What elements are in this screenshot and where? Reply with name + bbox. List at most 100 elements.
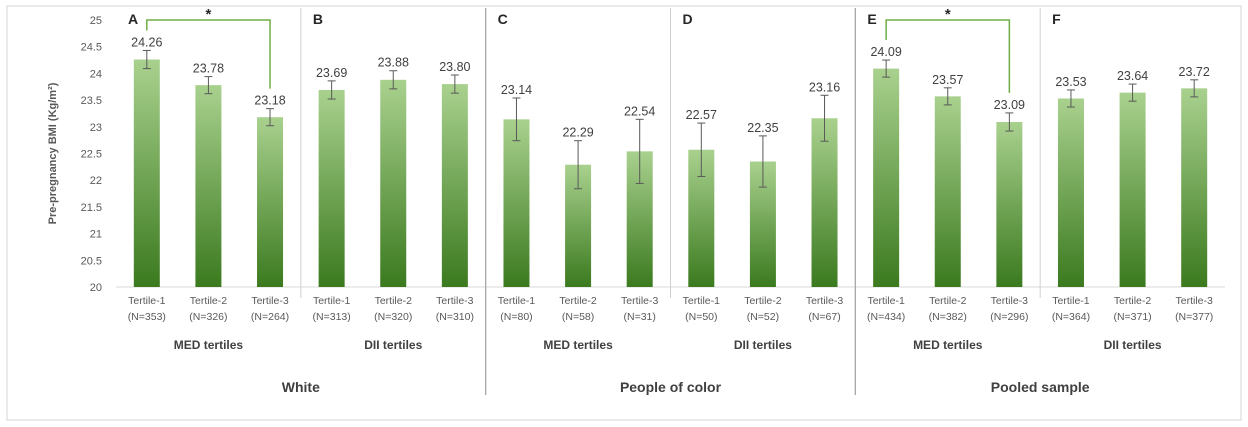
x-tick-count: (N=371) (1113, 311, 1151, 323)
data-label: 23.80 (439, 60, 470, 74)
panel-letter: C (498, 11, 508, 27)
x-tick-label: Tertile-3 (251, 295, 289, 307)
data-label: 23.78 (193, 62, 224, 76)
bar (1181, 88, 1208, 288)
bar (996, 121, 1023, 287)
bar (133, 59, 160, 288)
data-label: 22.35 (747, 121, 778, 135)
data-label: 24.09 (870, 45, 901, 59)
x-tick-count: (N=264) (251, 311, 289, 323)
significance-star: * (205, 6, 211, 23)
y-tick-label: 25 (90, 15, 102, 27)
x-tick-label: Tertile-2 (559, 295, 597, 307)
data-label: 23.72 (1179, 65, 1210, 79)
data-label: 23.88 (378, 56, 409, 70)
x-tick-count: (N=353) (128, 311, 166, 323)
y-tick-label: 21.5 (81, 202, 102, 214)
data-label: 22.29 (562, 126, 593, 140)
x-tick-count: (N=310) (436, 311, 474, 323)
data-label: 24.26 (131, 35, 162, 49)
x-tick-count: (N=377) (1175, 311, 1213, 323)
group-label: MED tertiles (543, 338, 613, 352)
x-tick-label: Tertile-2 (190, 295, 228, 307)
x-tick-label: Tertile-3 (621, 295, 659, 307)
x-tick-count: (N=67) (808, 311, 840, 323)
bar (257, 117, 284, 287)
y-tick-label: 20 (90, 282, 102, 294)
x-tick-count: (N=296) (990, 311, 1028, 323)
bar (318, 89, 345, 287)
group-label: DII tertiles (364, 338, 422, 352)
x-tick-label: Tertile-1 (683, 295, 721, 307)
x-tick-label: Tertile-2 (1114, 295, 1152, 307)
bar (873, 68, 900, 288)
bar (1119, 92, 1146, 288)
x-tick-count: (N=50) (685, 311, 717, 323)
population-label: White (282, 379, 320, 395)
x-tick-label: Tertile-3 (436, 295, 474, 307)
x-tick-label: Tertile-1 (128, 295, 166, 307)
x-tick-count: (N=313) (313, 311, 351, 323)
data-label: 23.64 (1117, 69, 1148, 83)
y-axis: 20 20.5 21 21.5 22 22.5 23 23.5 24 24.5 25 Pre-preg… (47, 8, 1225, 395)
x-tick-label: Tertile-2 (929, 295, 967, 307)
panel-letter: A (128, 11, 138, 27)
x-tick-label: Tertile-3 (991, 295, 1029, 307)
x-tick-label: Tertile-2 (375, 295, 413, 307)
panel-letter: E (867, 11, 876, 27)
y-tick-label: 23.5 (81, 95, 102, 107)
significance-bracket (146, 19, 271, 89)
x-tick-label: Tertile-1 (867, 295, 905, 307)
y-tick-label: 21 (90, 229, 102, 241)
x-tick-count: (N=58) (562, 311, 594, 323)
bar (195, 85, 222, 287)
x-tick-label: Tertile-1 (313, 295, 351, 307)
population-label: People of color (620, 379, 722, 395)
plot-area: A 24.26 23.78 23.18 * B 23.69 23.88 23.80 C 23.14 2… (128, 6, 1210, 288)
bar (380, 79, 407, 287)
group-label: MED tertiles (913, 338, 983, 352)
population-label: Pooled sample (991, 379, 1090, 395)
data-label: 23.18 (254, 94, 285, 108)
x-tick-label: Tertile-2 (744, 295, 782, 307)
data-label: 23.69 (316, 66, 347, 80)
bar (811, 118, 838, 287)
y-axis-title: Pre-pregnancy BMI (Kg/m²) (47, 82, 59, 224)
x-tick-count: (N=364) (1052, 311, 1090, 323)
x-tick-count: (N=52) (747, 311, 779, 323)
x-tick-label: Tertile-1 (1052, 295, 1090, 307)
significance-bracket (885, 19, 1011, 93)
x-tick-count: (N=434) (867, 311, 905, 323)
data-label: 23.14 (501, 83, 532, 97)
bar (1057, 98, 1084, 287)
group-label: DII tertiles (734, 338, 792, 352)
data-label: 23.16 (809, 80, 840, 94)
panel-letter: F (1052, 11, 1061, 27)
x-tick-label: Tertile-1 (498, 295, 536, 307)
x-tick-count: (N=320) (374, 311, 412, 323)
panel-letter: D (683, 11, 693, 27)
y-tick-label: 22.5 (81, 149, 102, 161)
x-tick-count: (N=80) (500, 311, 532, 323)
bar (441, 84, 468, 287)
bar (934, 96, 961, 287)
y-tick-label: 20.5 (81, 255, 102, 267)
x-tick-count: (N=326) (189, 311, 227, 323)
y-tick-label: 23 (90, 122, 102, 134)
bar (503, 119, 530, 287)
panel-letter: B (313, 11, 323, 27)
y-tick-label: 22 (90, 175, 102, 187)
data-label: 23.53 (1055, 75, 1086, 89)
x-tick-label: Tertile-3 (806, 295, 844, 307)
y-tick-label: 24.5 (81, 42, 102, 54)
data-label: 22.57 (686, 108, 717, 122)
significance-star: * (945, 6, 951, 23)
data-label: 22.54 (624, 104, 655, 118)
data-label: 23.57 (932, 73, 963, 87)
x-tick-count: (N=31) (623, 311, 655, 323)
x-tick-count: (N=382) (929, 311, 967, 323)
x-tick-label: Tertile-3 (1176, 295, 1214, 307)
data-label: 23.09 (994, 98, 1025, 112)
y-tick-label: 24 (90, 68, 102, 80)
